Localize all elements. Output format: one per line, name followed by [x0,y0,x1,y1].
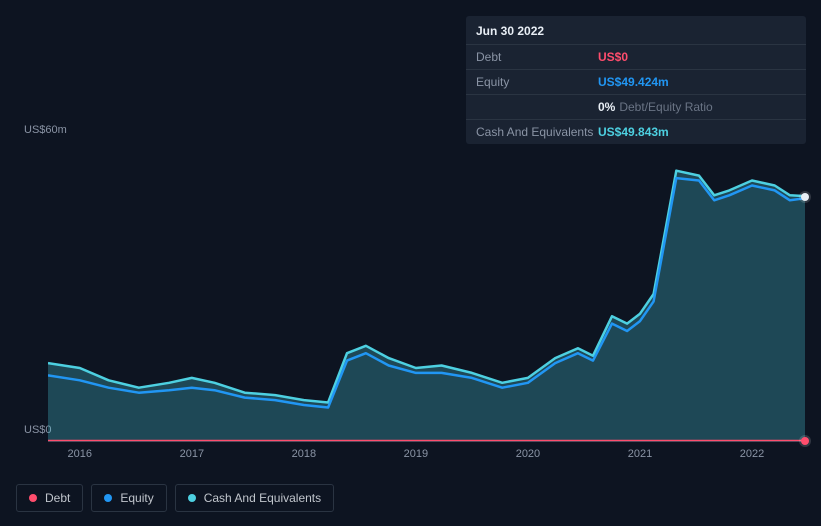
legend-label-debt: Debt [45,491,70,505]
tooltip-ratio-pct: 0% [598,100,615,114]
tooltip-ratio-label: Debt/Equity Ratio [619,100,712,114]
tooltip-row-ratio: 0% Debt/Equity Ratio [466,94,806,119]
cash-color-dot [188,494,196,502]
x-axis: 2016 2017 2018 2019 2020 2021 2022 [48,448,805,468]
tooltip-label-ratio-empty [476,100,598,114]
legend-item-equity[interactable]: Equity [91,484,166,512]
tooltip-label-equity: Equity [476,75,598,89]
legend-label-cash: Cash And Equivalents [204,491,321,505]
tooltip-row-cash: Cash And Equivalents US$49.843m [466,119,806,144]
x-tick-2018: 2018 [292,448,316,460]
x-tick-2016: 2016 [68,448,92,460]
end-marker-0 [801,437,809,445]
legend-label-equity: Equity [120,491,153,505]
y-axis-max-label: US$60m [24,124,67,136]
chart-area[interactable] [48,146,805,442]
chart-svg [48,146,805,442]
tooltip-date: Jun 30 2022 [466,16,806,44]
tooltip-value-cash: US$49.843m [598,125,669,139]
end-marker-1 [801,193,809,201]
summary-tooltip: Jun 30 2022 Debt US$0 Equity US$49.424m … [466,16,806,144]
tooltip-label-debt: Debt [476,50,598,64]
tooltip-label-cash: Cash And Equivalents [476,125,598,139]
x-tick-2020: 2020 [516,448,540,460]
legend-item-debt[interactable]: Debt [16,484,83,512]
tooltip-row-equity: Equity US$49.424m [466,69,806,94]
x-tick-2021: 2021 [628,448,652,460]
series-cash-area [48,171,805,442]
tooltip-row-debt: Debt US$0 [466,44,806,69]
chart-legend: Debt Equity Cash And Equivalents [16,484,334,512]
x-tick-2022: 2022 [740,448,764,460]
legend-item-cash[interactable]: Cash And Equivalents [175,484,334,512]
tooltip-value-debt: US$0 [598,50,628,64]
tooltip-value-equity: US$49.424m [598,75,669,89]
debt-color-dot [29,494,37,502]
x-tick-2017: 2017 [180,448,204,460]
x-tick-2019: 2019 [404,448,428,460]
equity-color-dot [104,494,112,502]
